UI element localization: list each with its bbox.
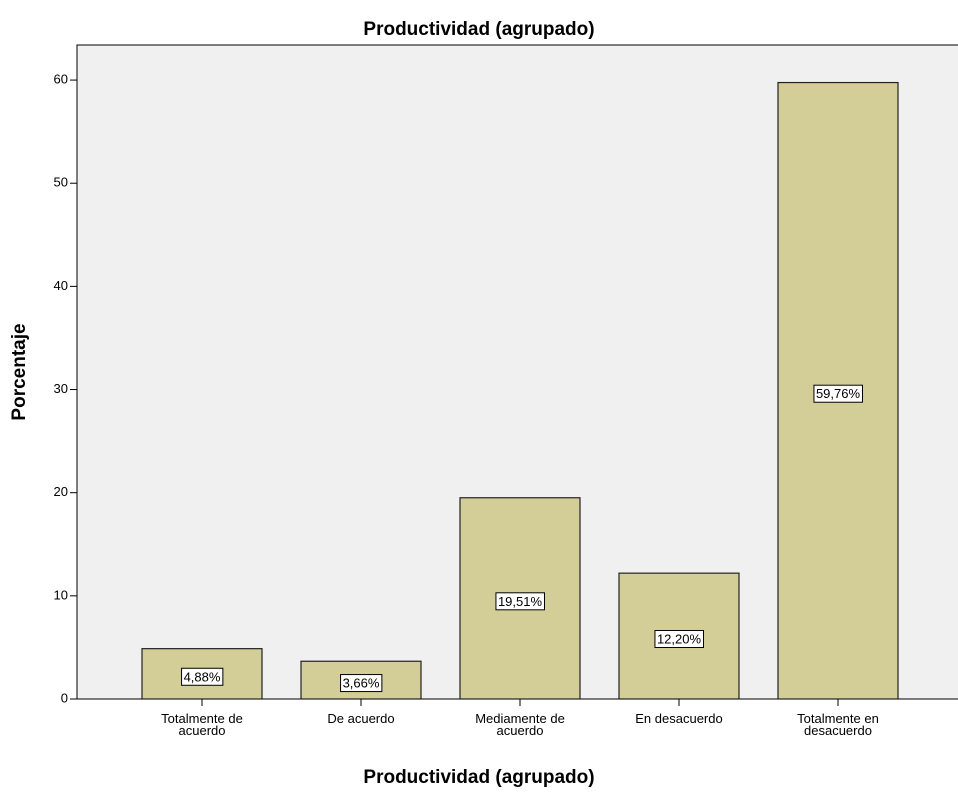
data-label-box	[340, 674, 383, 693]
x-tick-label: Totalmente en desacuerdo	[797, 711, 879, 738]
chart-title: Productividad (agrupado)	[363, 19, 594, 40]
data-label-box	[654, 630, 704, 649]
data-label: 12,20%	[657, 632, 702, 647]
y-tick-label: 30	[54, 381, 68, 396]
y-tick-label: 40	[54, 278, 68, 293]
x-tick-label: De acuerdo	[327, 711, 395, 726]
y-axis-label: Porcentaje	[9, 323, 30, 420]
y-tick-label: 20	[54, 484, 68, 499]
data-label: 59,76%	[816, 386, 861, 401]
x-tick-label: Mediamente de acuerdo	[475, 711, 565, 738]
data-label-box	[813, 384, 863, 403]
x-axis-label: Productividad (agrupado)	[363, 767, 594, 788]
data-label-box	[181, 667, 224, 686]
data-label: 3,66%	[343, 676, 380, 691]
x-tick-label: Totalmente de acuerdo	[161, 711, 243, 738]
data-label-box	[495, 592, 545, 611]
y-tick-label: 10	[54, 587, 68, 602]
x-tick-label: En desacuerdo	[635, 711, 723, 726]
data-label: 19,51%	[498, 594, 543, 609]
data-label: 4,88%	[184, 669, 221, 684]
y-tick-label: 50	[54, 175, 68, 190]
y-tick-label: 0	[61, 690, 68, 705]
y-tick-label: 60	[54, 72, 68, 87]
